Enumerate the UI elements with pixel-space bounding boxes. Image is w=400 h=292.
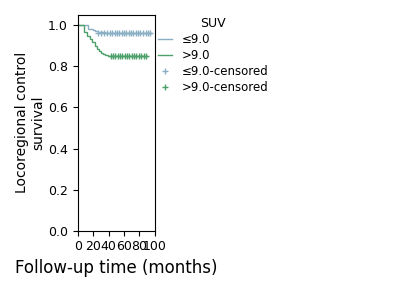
Legend: ≤9.0, >9.0, ≤9.0-censored, >9.0-censored: ≤9.0, >9.0, ≤9.0-censored, >9.0-censored — [156, 15, 271, 97]
Y-axis label: Locoregional control
survival: Locoregional control survival — [15, 52, 45, 194]
X-axis label: Follow-up time (months): Follow-up time (months) — [15, 259, 218, 277]
